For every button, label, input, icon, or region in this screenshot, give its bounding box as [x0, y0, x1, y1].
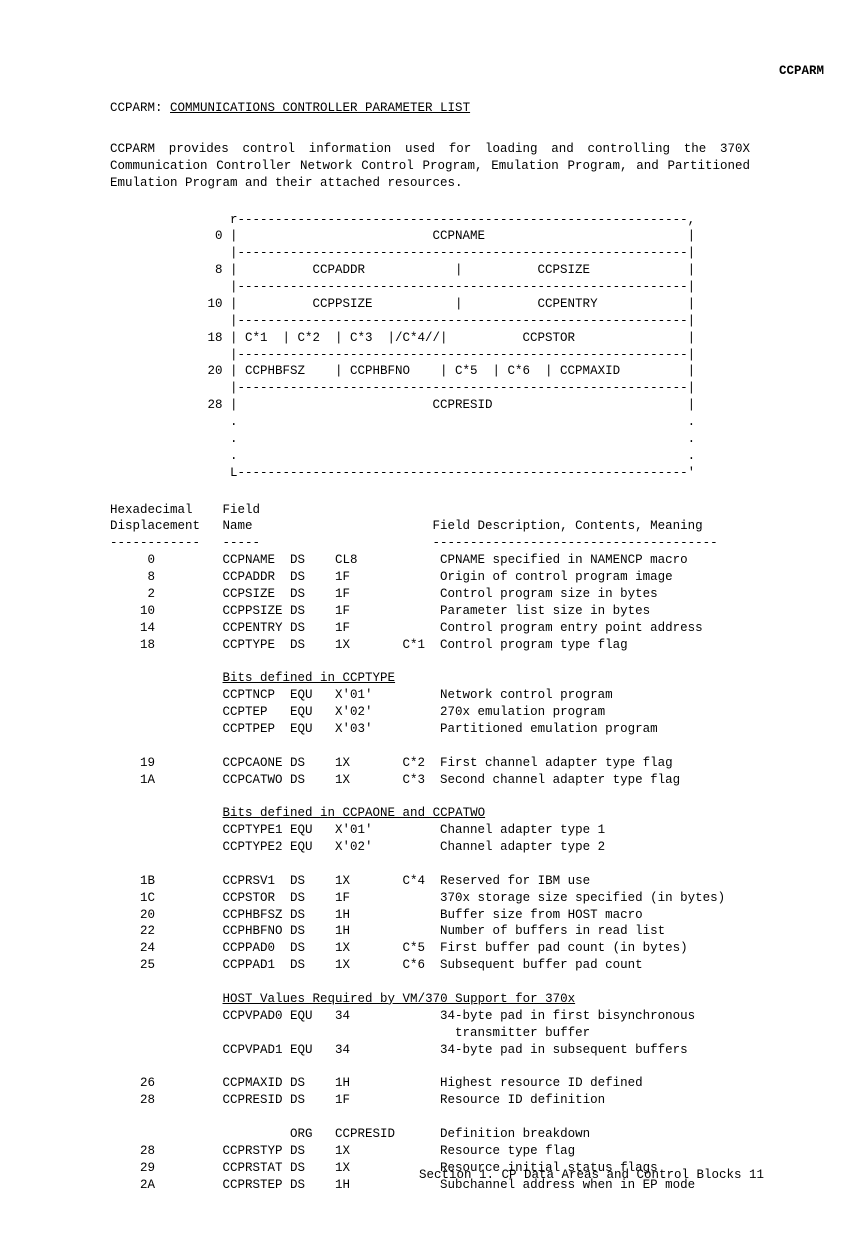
title-underlined: COMMUNICATIONS CONTROLLER PARAMETER LIST: [170, 101, 470, 115]
layout-diagram: r---------------------------------------…: [200, 212, 779, 482]
page-content: CCPARM CCPARM: COMMUNICATIONS CONTROLLER…: [0, 0, 849, 1233]
intro-paragraph: CCPARM provides control information used…: [110, 141, 750, 192]
field-table: Hexadecimal Field Displacement Name Fiel…: [110, 502, 779, 1194]
title-prefix: CCPARM:: [110, 101, 170, 115]
page-footer: Section 1. CP Data Areas and Control Blo…: [419, 1167, 764, 1184]
section-title: CCPARM: COMMUNICATIONS CONTROLLER PARAME…: [110, 100, 779, 117]
header-label: CCPARM: [779, 63, 824, 80]
